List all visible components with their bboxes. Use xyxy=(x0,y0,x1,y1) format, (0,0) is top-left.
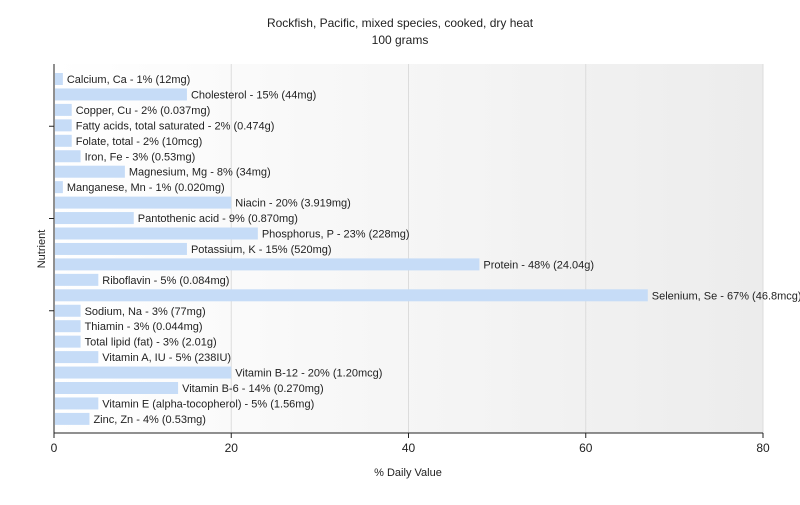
bar-label: Vitamin B-12 - 20% (1.20mcg) xyxy=(235,368,382,380)
bar xyxy=(55,335,81,348)
bar xyxy=(55,181,63,194)
chart-subtitle: 100 grams xyxy=(372,33,429,47)
bar xyxy=(55,73,63,85)
bar-label: Folate, total - 2% (10mcg) xyxy=(76,136,203,148)
bar xyxy=(55,397,99,410)
bar xyxy=(55,227,258,240)
bar xyxy=(55,366,232,379)
bar-label: Manganese, Mn - 1% (0.020mg) xyxy=(67,182,225,194)
bar xyxy=(55,88,187,101)
bars: Calcium, Ca - 1% (12mg)Cholesterol - 15%… xyxy=(55,73,800,426)
bar xyxy=(55,165,125,178)
bar-label: Copper, Cu - 2% (0.037mg) xyxy=(76,105,211,117)
bar-label: Pantothenic acid - 9% (0.870mg) xyxy=(138,213,298,225)
bar-label: Cholesterol - 15% (44mg) xyxy=(191,89,316,101)
bar xyxy=(55,212,134,225)
bar xyxy=(55,119,72,132)
bar-label: Vitamin B-6 - 14% (0.270mg) xyxy=(182,383,324,395)
bar-label: Potassium, K - 15% (520mg) xyxy=(191,244,332,256)
bar xyxy=(55,351,99,364)
chart-title: Rockfish, Pacific, mixed species, cooked… xyxy=(267,16,534,30)
bar xyxy=(55,289,648,302)
bar xyxy=(55,273,99,286)
x-tick-label: 0 xyxy=(51,441,58,455)
bar xyxy=(55,150,81,163)
bar xyxy=(55,196,232,209)
bar-label: Selenium, Se - 67% (46.8mcg) xyxy=(652,290,800,302)
bar-label: Calcium, Ca - 1% (12mg) xyxy=(67,74,190,86)
bar-label: Fatty acids, total saturated - 2% (0.474… xyxy=(76,120,275,132)
x-tick-label: 80 xyxy=(756,441,770,455)
x-tick-label: 40 xyxy=(402,441,416,455)
bar-label: Iron, Fe - 3% (0.53mg) xyxy=(85,151,196,163)
bar xyxy=(55,412,90,425)
bar-label: Sodium, Na - 3% (77mg) xyxy=(85,306,206,318)
bar-label: Protein - 48% (24.04g) xyxy=(483,259,594,271)
x-tick-label: 60 xyxy=(579,441,593,455)
bar-label: Thiamin - 3% (0.044mg) xyxy=(85,321,203,333)
x-tick-label: 20 xyxy=(225,441,239,455)
bar-label: Magnesium, Mg - 8% (34mg) xyxy=(129,167,271,179)
bar xyxy=(55,134,72,147)
bar xyxy=(55,103,72,116)
axes: 0 20 40 60 80 xyxy=(49,64,770,455)
bar-label: Vitamin A, IU - 5% (238IU) xyxy=(102,352,231,364)
bar-label: Riboflavin - 5% (0.084mg) xyxy=(102,275,229,287)
bar xyxy=(55,242,187,255)
bar xyxy=(55,320,81,333)
bar-label: Zinc, Zn - 4% (0.53mg) xyxy=(93,414,205,426)
bar xyxy=(55,382,179,394)
bar xyxy=(55,304,81,317)
x-axis-label: % Daily Value xyxy=(374,467,442,479)
y-axis-label: Nutrient xyxy=(36,230,48,269)
bar xyxy=(55,258,480,271)
bar-label: Phosphorus, P - 23% (228mg) xyxy=(262,229,410,241)
bar-label: Total lipid (fat) - 3% (2.01g) xyxy=(85,337,217,349)
bar-label: Vitamin E (alpha-tocopherol) - 5% (1.56m… xyxy=(102,398,314,410)
bar-label: Niacin - 20% (3.919mg) xyxy=(235,198,351,210)
